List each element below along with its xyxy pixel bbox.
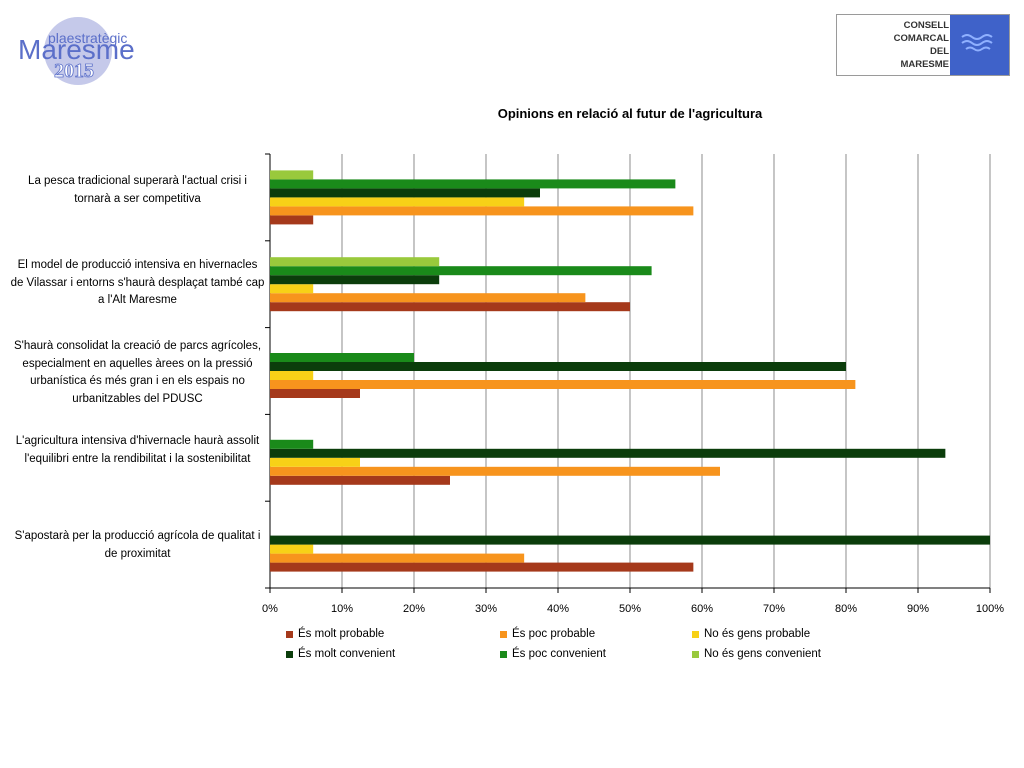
bar [270,362,846,371]
bar [270,457,360,467]
bar [270,293,586,303]
bar [270,439,314,449]
consell-comarcal-logo: CONSELL COMARCAL DEL MARESME [836,14,1010,76]
x-tick-label: 90% [907,603,929,615]
category-label: La pesca tradicional superarà l'actual c… [28,175,247,205]
x-tick-label: 10% [331,603,353,615]
legend-label: No és gens convenient [704,648,821,660]
bar [270,371,314,380]
plaestrategic-logo: plaestratègic Maresme 2015 [14,10,154,90]
x-tick-label: 30% [475,603,497,615]
bar [270,284,314,294]
legend-swatch [500,650,507,658]
chart-legend: És molt probable És poc probable No és gen… [286,628,906,668]
bar [270,275,440,285]
bar [270,215,314,225]
legend-swatch [692,630,699,638]
bar [270,302,630,312]
x-tick-label: 70% [763,603,785,615]
plaestrategic-logo-graphic: plaestratègic Maresme 2015 [18,17,135,85]
legend-label: No és gens probable [704,628,811,640]
legend-swatch [500,630,507,638]
legend-label: És molt convenient [298,648,396,660]
legend-item: És poc probable [500,628,595,640]
bar [270,257,440,267]
bar [270,179,676,189]
logo-line-maresme: MARESME [900,59,949,70]
x-tick-label: 80% [835,603,857,615]
bar [270,380,856,389]
logo-line-del: DEL [930,46,949,57]
chart-title: Opinions en relació al futur de l'agricu… [497,106,763,121]
logo-text-maresme: Maresme [18,34,135,65]
legend-label: És poc probable [512,628,596,640]
bar [270,389,360,398]
logo-text-plaestrategic: plaestratègic [48,30,127,46]
x-tick-label: 20% [403,603,425,615]
bar [270,466,720,476]
x-tick-label: 100% [976,603,1004,615]
bar [270,448,946,458]
bar [270,206,694,216]
bar [270,188,540,198]
legend-item: És molt convenient [286,648,395,660]
bar [270,170,314,180]
consell-comarcal-text: CONSELL COMARCAL DEL MARESME [837,19,949,71]
category-label: S'apostarà per la producció agrícola de … [14,530,261,560]
bar [270,475,450,485]
category-label: El model de producció intensiva en hiver… [10,259,265,306]
bar [270,353,414,362]
legend-label: És molt probable [298,628,385,640]
wave-emblem-icon [950,15,1009,75]
x-tick-label: 0% [262,603,278,615]
legend-item: És poc convenient [500,648,606,660]
category-label: L'agricultura intensiva d'hivernacle hau… [15,435,260,465]
bar [270,197,525,207]
x-tick-label: 50% [619,603,641,615]
legend-swatch [692,650,699,658]
legend-label: És poc convenient [512,648,606,660]
bar [270,544,314,554]
bar [270,535,990,545]
bar [270,266,652,276]
legend-item: És molt probable [286,628,384,640]
category-label: S'haurà consolidat la creació de parcs a… [13,340,262,405]
logo-line-comarcal: COMARCAL [893,33,949,44]
logo-line-consell: CONSELL [903,20,949,31]
bar [270,562,694,572]
logo-text-year: 2015 [54,60,94,82]
x-tick-label: 40% [547,603,569,615]
bar [270,553,525,563]
legend-item: No és gens probable [692,628,810,640]
x-tick-label: 60% [691,603,713,615]
legend-item: No és gens convenient [692,648,821,660]
legend-swatch [286,650,293,658]
legend-swatch [286,630,293,638]
